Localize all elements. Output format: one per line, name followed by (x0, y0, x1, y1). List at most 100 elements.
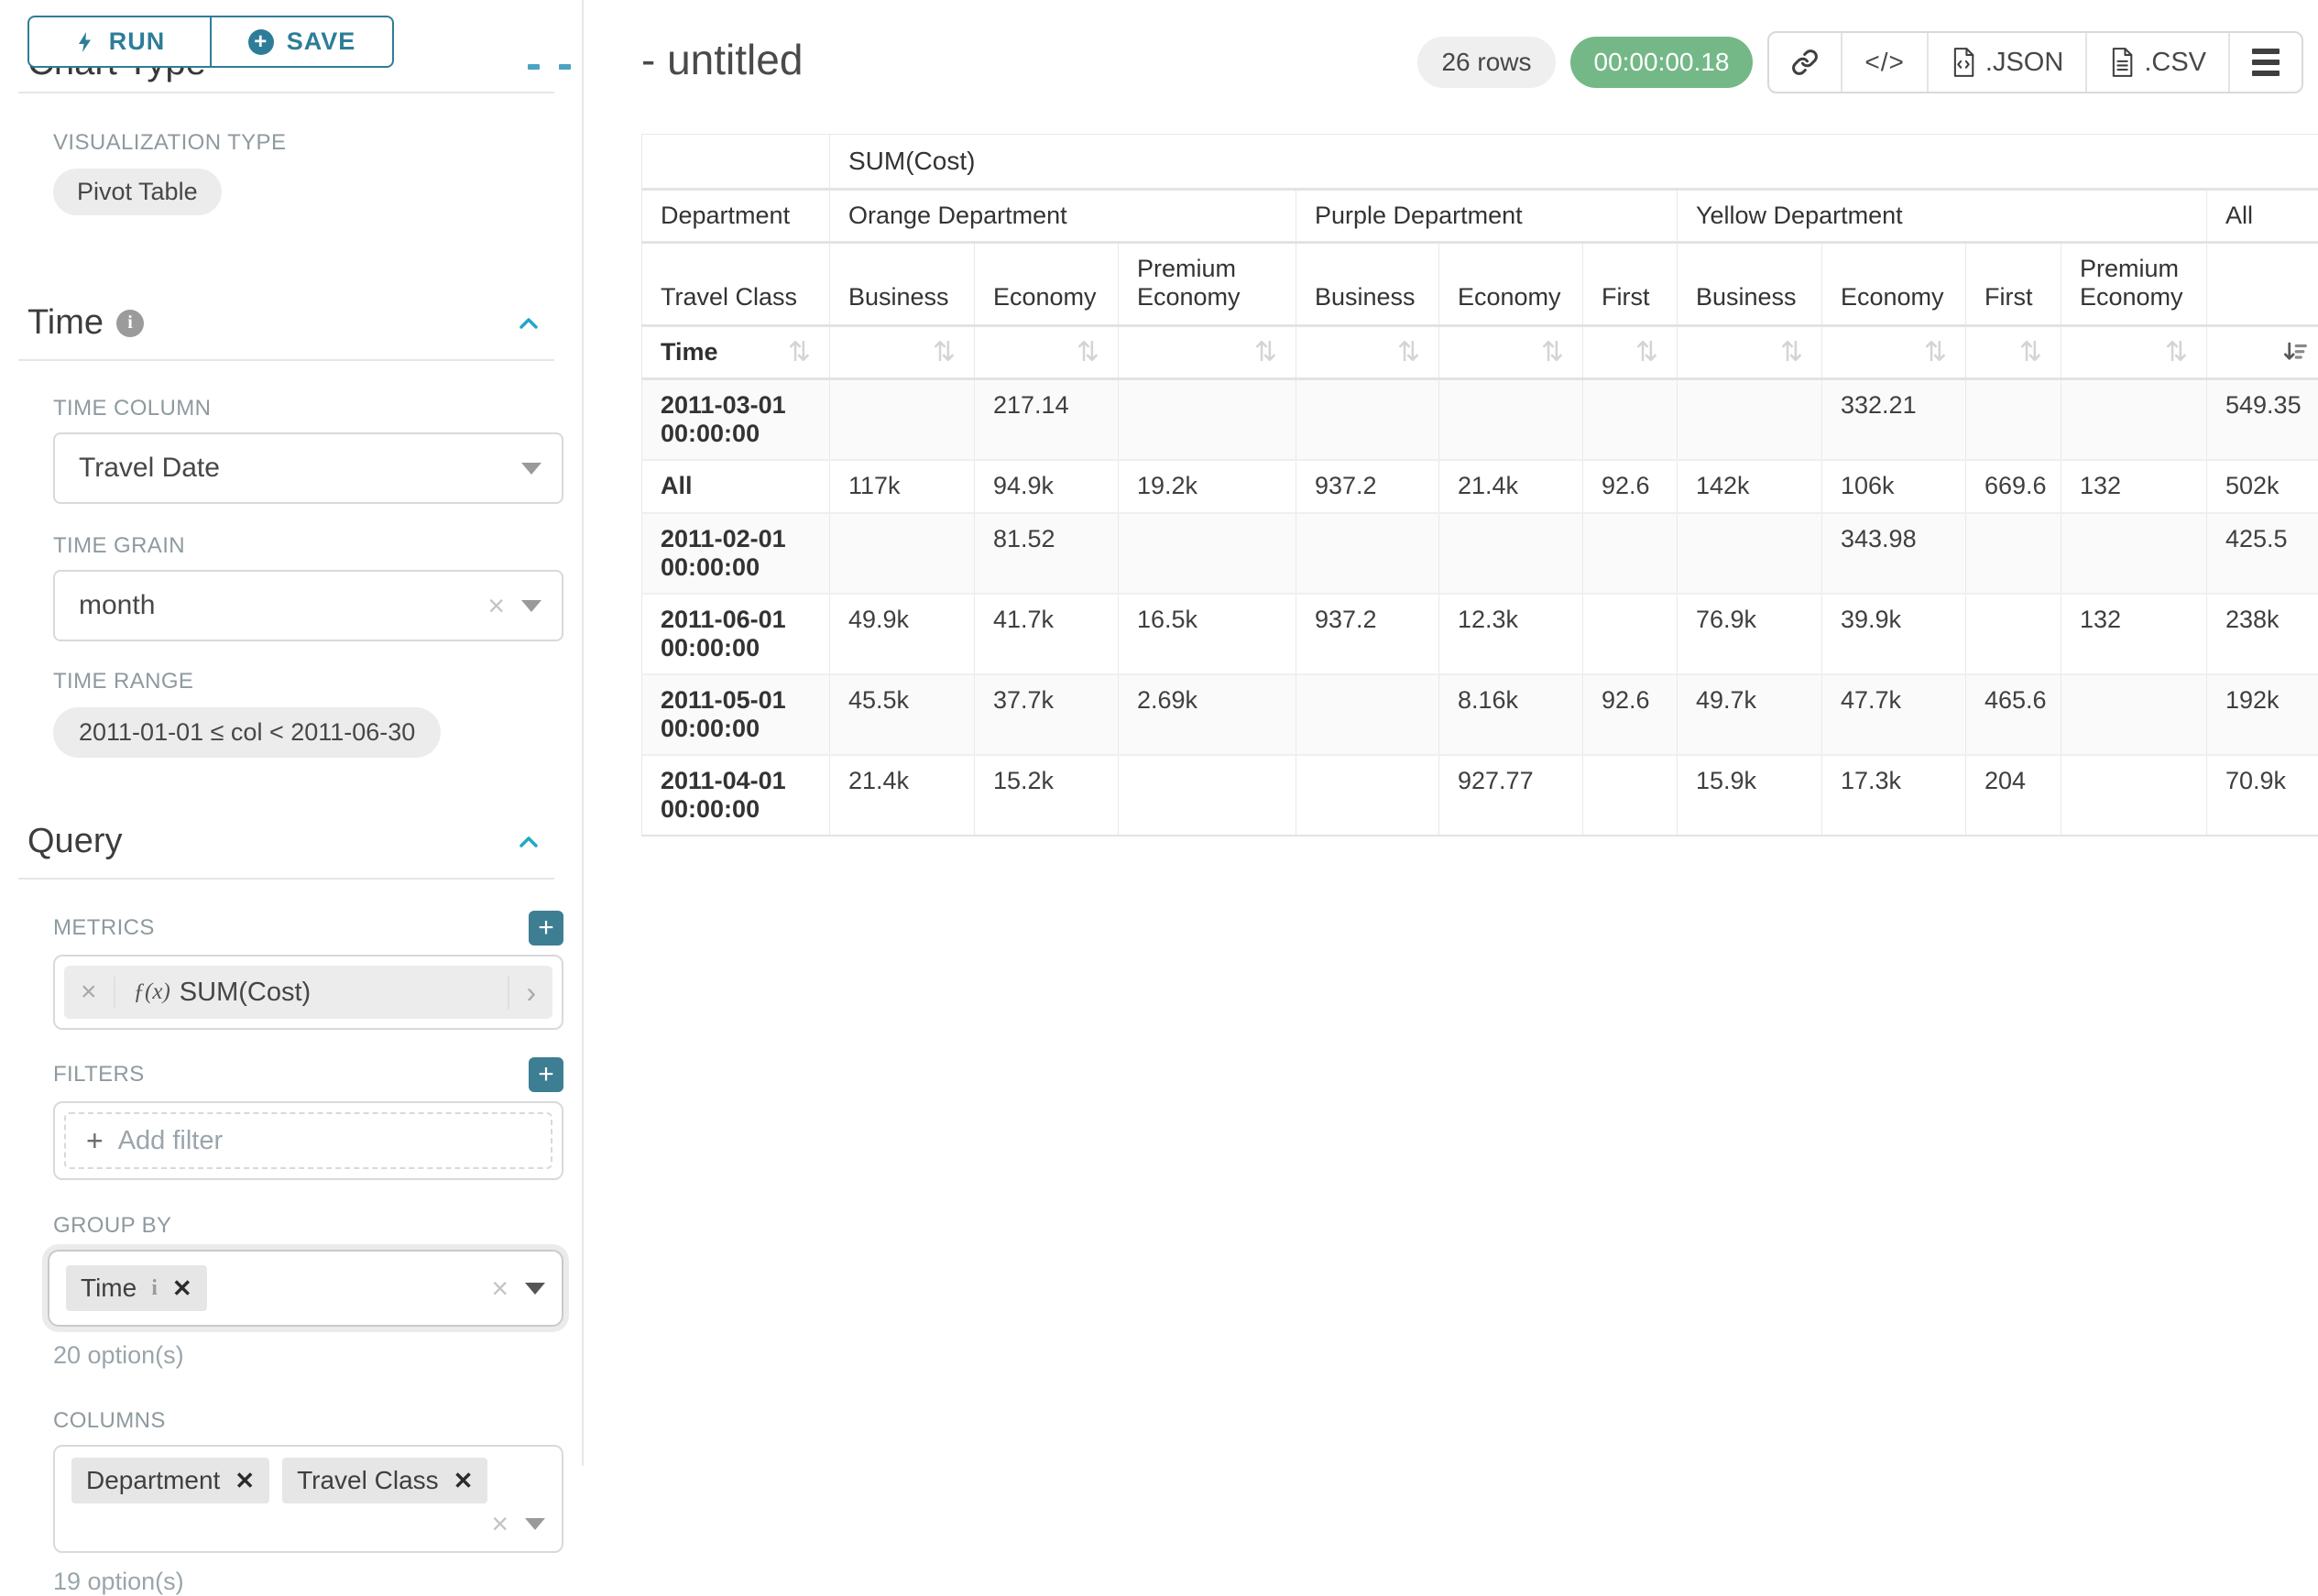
pivot-group-header: Yellow Department (1678, 190, 2207, 243)
pivot-cell: 17.3k (1822, 755, 1966, 836)
pivot-sort-time-header[interactable]: Time⇅ (642, 326, 830, 379)
plus-circle-icon: + (248, 29, 274, 55)
save-button[interactable]: + SAVE (211, 16, 394, 68)
pivot-class-header: Economy (1822, 243, 1966, 326)
chevron-right-icon[interactable]: › (508, 976, 552, 1010)
pivot-cell: 81.52 (975, 513, 1119, 594)
pivot-cell: 132 (2061, 460, 2207, 513)
metric-name: SUM(Cost) (180, 978, 508, 1008)
visualization-type-value[interactable]: Pivot Table (53, 169, 222, 215)
chart-area: - untitled 26 rows 00:00:00.18 </> .JSON… (604, 0, 2318, 1466)
columns-label: COLUMNS (53, 1408, 563, 1434)
pivot-cell (1966, 379, 2061, 461)
pivot-cell: 2.69k (1119, 674, 1296, 755)
pivot-cell (1296, 755, 1439, 836)
sort-icon[interactable]: ⇅ (1077, 339, 1099, 366)
pivot-cell (1439, 513, 1583, 594)
chart-type-section: Chart Type RUN + SAVE (0, 0, 582, 93)
remove-tag-icon[interactable]: ✕ (172, 1274, 192, 1303)
pivot-sort-col-header[interactable]: ⇅ (2061, 326, 2207, 379)
info-icon: i (151, 1276, 158, 1301)
chevron-up-icon[interactable] (514, 827, 543, 857)
pivot-class-header: Economy (1439, 243, 1583, 326)
pivot-cell: 142k (1678, 460, 1822, 513)
time-column-select[interactable]: Travel Date (53, 432, 563, 504)
export-json-label: .JSON (1985, 48, 2063, 78)
remove-metric-icon[interactable]: × (64, 977, 115, 1008)
embed-code-button[interactable]: </> (1841, 33, 1926, 92)
metric-chip[interactable]: × ƒ(x) SUM(Cost) › (64, 966, 552, 1019)
pivot-cell: 12.3k (1439, 594, 1583, 674)
columns-options-note: 19 option(s) (53, 1568, 582, 1596)
pivot-group-header: Orange Department (830, 190, 1296, 243)
sort-icon[interactable]: ⇅ (1924, 339, 1947, 366)
tag-label: Travel Class (297, 1466, 439, 1495)
clear-icon[interactable]: × (491, 1274, 508, 1303)
caret-down-icon (521, 600, 541, 612)
sort-icon[interactable]: ⇅ (788, 339, 811, 366)
pivot-sort-col-header[interactable]: ⇅ (1296, 326, 1439, 379)
pivot-cell: 217.14 (975, 379, 1119, 461)
sort-icon[interactable]: ⇅ (2165, 339, 2188, 366)
pivot-class-header: Business (1296, 243, 1439, 326)
pivot-cell: 92.6 (1583, 674, 1678, 755)
pivot-sort-col-header[interactable]: ⇅ (1822, 326, 1966, 379)
visualization-type-label: VISUALIZATION TYPE (53, 130, 582, 156)
export-json-button[interactable]: .JSON (1927, 33, 2085, 92)
columns-select[interactable]: Department✕ Travel Class ✕ × (53, 1445, 563, 1553)
share-link-button[interactable] (1769, 33, 1841, 92)
add-metric-button[interactable]: + (529, 911, 563, 946)
pivot-cell: 16.5k (1119, 594, 1296, 674)
remove-tag-icon[interactable]: ✕ (454, 1467, 474, 1495)
pivot-cell: 49.9k (830, 594, 975, 674)
pivot-sort-col-header[interactable]: ⇅ (830, 326, 975, 379)
chart-title[interactable]: - untitled (641, 35, 803, 84)
chevron-up-icon[interactable] (514, 309, 543, 338)
pivot-cell: 332.21 (1822, 379, 1966, 461)
run-button[interactable]: RUN (27, 16, 211, 68)
time-section-header: Time i (27, 303, 554, 343)
sort-icon[interactable]: ⇅ (1541, 339, 1564, 366)
clear-icon[interactable]: × (491, 1509, 508, 1538)
sort-icon[interactable]: ⇅ (2019, 339, 2042, 366)
time-grain-select[interactable]: month × (53, 570, 563, 641)
pivot-sort-col-header[interactable] (2207, 326, 2318, 379)
pivot-cell (2061, 513, 2207, 594)
time-range-value[interactable]: 2011-01-01 ≤ col < 2011-06-30 (53, 707, 441, 758)
export-csv-button[interactable]: .CSV (2085, 33, 2228, 92)
pivot-group-header: All (2207, 190, 2318, 243)
pivot-sort-col-header[interactable]: ⇅ (1678, 326, 1822, 379)
clear-icon[interactable]: × (487, 591, 505, 620)
select-value-tag[interactable]: Travel Class ✕ (282, 1458, 487, 1503)
sort-desc-active-icon[interactable] (2281, 339, 2309, 366)
pivot-cell (1966, 594, 2061, 674)
pivot-class-header (2207, 243, 2318, 326)
pivot-sort-col-header[interactable]: ⇅ (1119, 326, 1296, 379)
query-section-title: Query (27, 822, 122, 861)
pivot-sort-col-header[interactable]: ⇅ (1439, 326, 1583, 379)
pivot-cell: 937.2 (1296, 594, 1439, 674)
sort-icon[interactable]: ⇅ (933, 339, 956, 366)
select-value-tag[interactable]: Department✕ (71, 1458, 269, 1503)
pivot-cell: 92.6 (1583, 460, 1678, 513)
sort-icon[interactable]: ⇅ (1635, 339, 1658, 366)
metrics-label: METRICS (53, 915, 155, 941)
add-filter-plus-button[interactable]: + (529, 1057, 563, 1092)
add-filter-button[interactable]: + Add filter (64, 1112, 552, 1169)
sort-icon[interactable]: ⇅ (1254, 339, 1277, 366)
pivot-row-header: 2011-03-01 00:00:00 (642, 379, 830, 461)
sort-icon[interactable]: ⇅ (1397, 339, 1420, 366)
time-column-value: Travel Date (79, 453, 505, 484)
time-range-label: TIME RANGE (53, 669, 563, 694)
remove-tag-icon[interactable]: ✕ (235, 1467, 255, 1495)
pivot-sort-col-header[interactable]: ⇅ (975, 326, 1119, 379)
sort-icon[interactable]: ⇅ (1780, 339, 1803, 366)
pivot-row-header: 2011-04-01 00:00:00 (642, 755, 830, 836)
menu-button[interactable] (2228, 33, 2302, 92)
pivot-sort-col-header[interactable]: ⇅ (1966, 326, 2061, 379)
pivot-cell: 94.9k (975, 460, 1119, 513)
pivot-sort-col-header[interactable]: ⇅ (1583, 326, 1678, 379)
